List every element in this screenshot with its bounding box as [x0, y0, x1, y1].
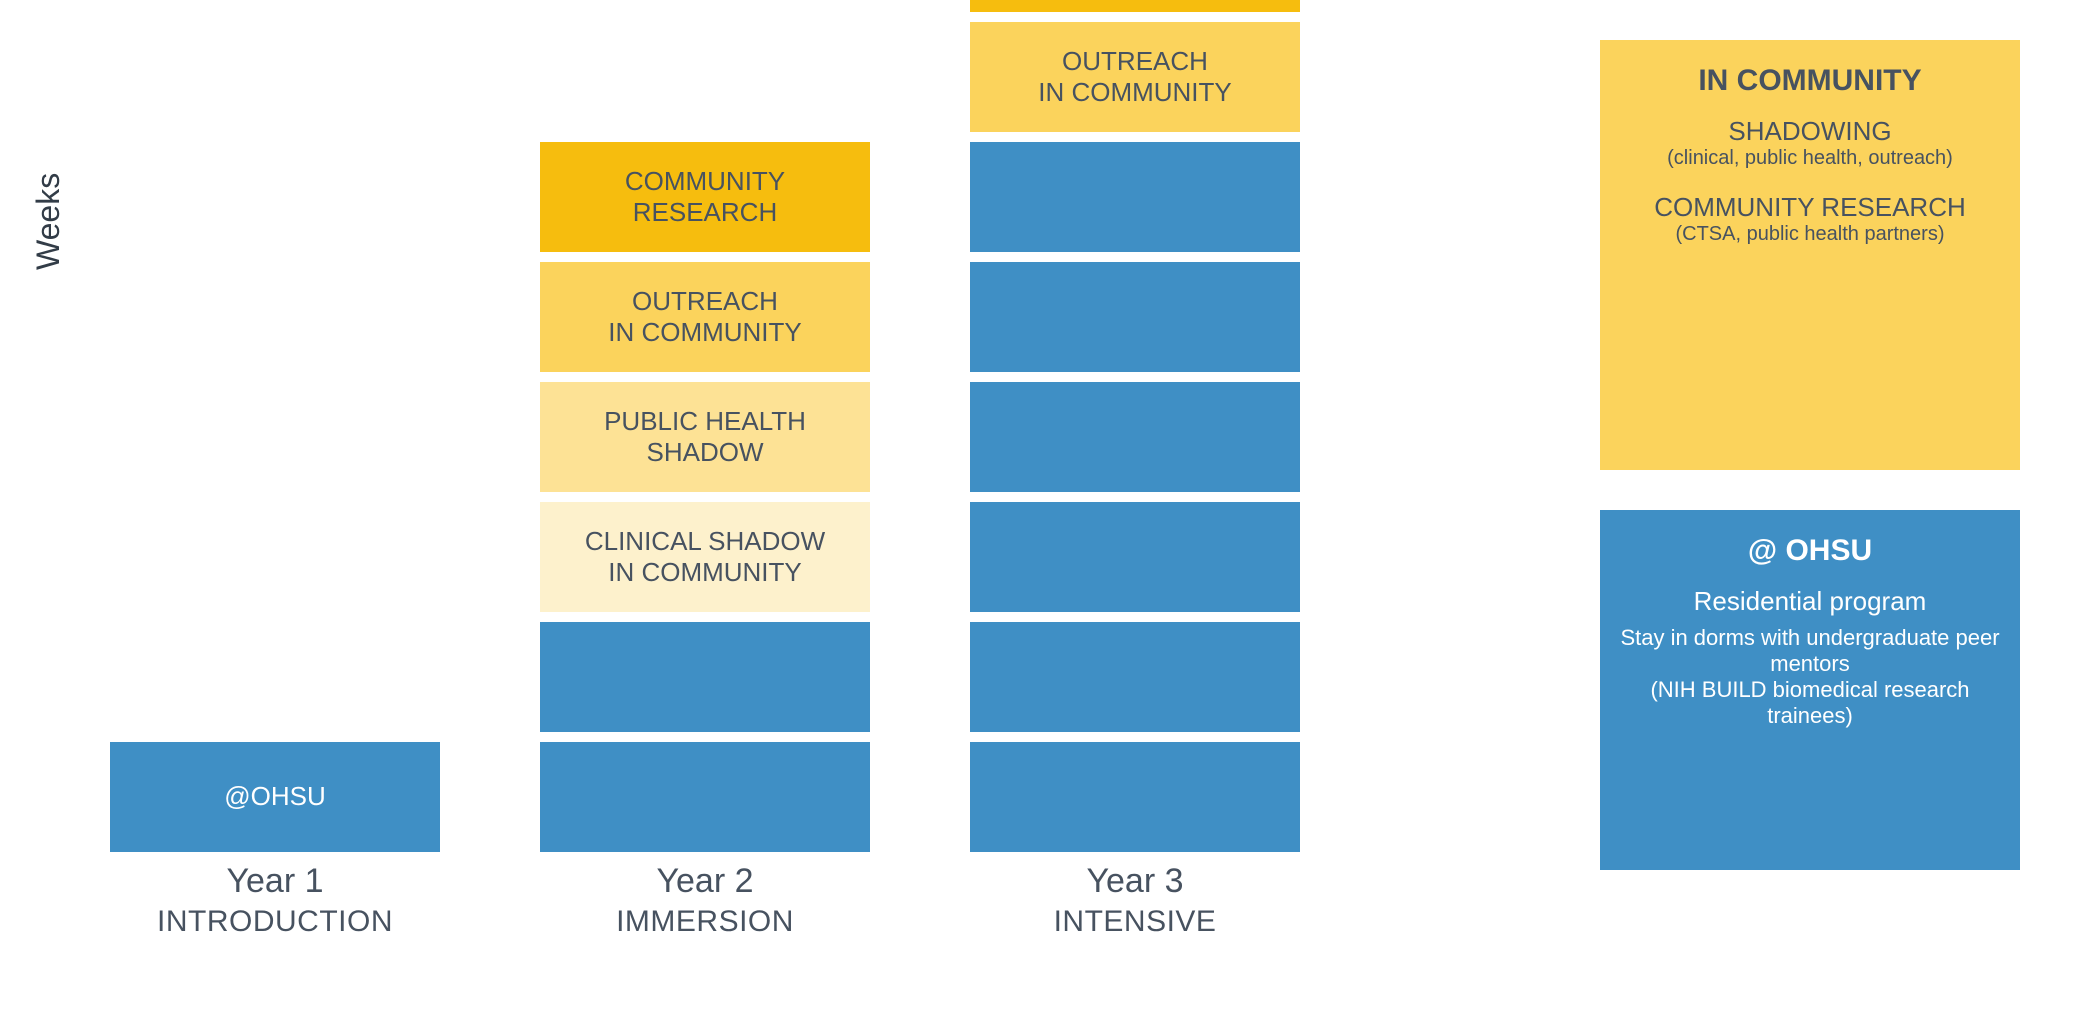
legend-ohsu-sub: Residential program [1616, 586, 2004, 617]
block-y3-1 [970, 622, 1300, 732]
legend-ohsu-note1: Stay in dorms with undergraduate peer me… [1616, 625, 2004, 677]
block-label: PUBLIC HEALTH [604, 406, 806, 437]
legend-ohsu-title: @ OHSU [1616, 534, 2004, 568]
block-y1-0: @OHSU [110, 742, 440, 852]
stack-year-3: OUTREACHIN COMMUNITY RESEARCHSYNTHESIS [970, 0, 1300, 852]
block-label: RESEARCH [633, 197, 777, 228]
block-label: @OHSU [224, 781, 326, 812]
block-y3-7: RESEARCHSYNTHESIS [970, 0, 1300, 12]
block-y2-0 [540, 742, 870, 852]
block-y2-1 [540, 622, 870, 732]
block-label: IN COMMUNITY [608, 317, 802, 348]
legend-ohsu-box: @ OHSU Residential program Stay in dorms… [1600, 510, 2020, 870]
legend: IN COMMUNITY SHADOWING (clinical, public… [1600, 40, 2020, 870]
legend-ohsu-note2: (NIH BUILD biomedical research trainees) [1616, 677, 2004, 729]
column-label: Year 2 IMMERSION [616, 860, 794, 940]
column-label-line2: INTRODUCTION [157, 903, 393, 941]
column-label-line2: INTENSIVE [1054, 903, 1217, 941]
legend-community-item2-note: (CTSA, public health partners) [1616, 223, 2004, 246]
column-year-1: @OHSU Year 1 INTRODUCTION [110, 742, 440, 940]
stack-year-1: @OHSU [110, 742, 440, 852]
y-axis-label: Weeks [30, 173, 67, 270]
block-label: COMMUNITY [625, 166, 785, 197]
block-y3-3 [970, 382, 1300, 492]
block-label: OUTREACH [1062, 46, 1208, 77]
block-y3-6: OUTREACHIN COMMUNITY [970, 22, 1300, 132]
stack-year-2: CLINICAL SHADOWIN COMMUNITY PUBLIC HEALT… [540, 142, 870, 852]
legend-community-title: IN COMMUNITY [1616, 64, 2004, 98]
block-label: CLINICAL SHADOW [585, 526, 825, 557]
block-y2-5: COMMUNITYRESEARCH [540, 142, 870, 252]
block-y2-4: OUTREACHIN COMMUNITY [540, 262, 870, 372]
column-label-line2: IMMERSION [616, 903, 794, 941]
legend-community-item1-note: (clinical, public health, outreach) [1616, 147, 2004, 170]
legend-community-item2: COMMUNITY RESEARCH [1616, 192, 2004, 223]
column-label-line1: Year 3 [1054, 860, 1217, 903]
program-timeline-chart: Weeks @OHSU Year 1 INTRODUCTION CLINICAL… [40, 40, 2060, 994]
block-y3-5 [970, 142, 1300, 252]
column-year-3: OUTREACHIN COMMUNITY RESEARCHSYNTHESIS Y… [970, 0, 1300, 940]
legend-community-item1: SHADOWING [1616, 116, 2004, 147]
column-label: Year 3 INTENSIVE [1054, 860, 1217, 940]
block-label: SHADOW [647, 437, 764, 468]
block-label: OUTREACH [632, 286, 778, 317]
block-label: IN COMMUNITY [1038, 77, 1232, 108]
column-year-2: CLINICAL SHADOWIN COMMUNITY PUBLIC HEALT… [540, 142, 870, 940]
legend-community-box: IN COMMUNITY SHADOWING (clinical, public… [1600, 40, 2020, 470]
block-label: IN COMMUNITY [608, 557, 802, 588]
column-label-line1: Year 2 [616, 860, 794, 903]
block-y3-2 [970, 502, 1300, 612]
column-label: Year 1 INTRODUCTION [157, 860, 393, 940]
block-y2-2: CLINICAL SHADOWIN COMMUNITY [540, 502, 870, 612]
column-label-line1: Year 1 [157, 860, 393, 903]
block-y2-3: PUBLIC HEALTHSHADOW [540, 382, 870, 492]
block-y3-0 [970, 742, 1300, 852]
block-y3-4 [970, 262, 1300, 372]
